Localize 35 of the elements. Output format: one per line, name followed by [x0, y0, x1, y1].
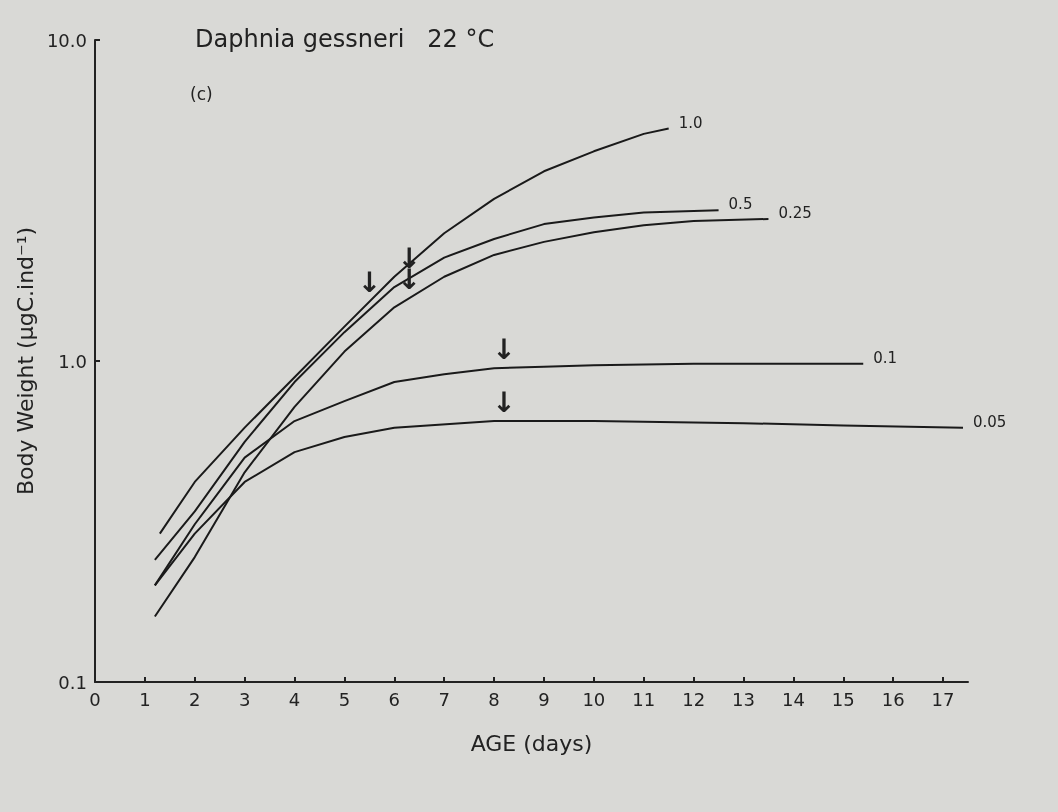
x-tick-label: 1	[139, 688, 151, 710]
x-tick-label: 4	[288, 688, 301, 710]
x-axis-title: AGE (days)	[470, 730, 593, 756]
series-label: 0.25	[778, 203, 812, 222]
y-tick-label: 1.0	[58, 350, 87, 372]
x-tick-label: 3	[238, 688, 251, 710]
x-tick-label: 15	[831, 688, 855, 710]
y-axis-title: Body Weight (μgC.ind⁻¹)	[12, 226, 38, 496]
line-series	[158, 127, 670, 535]
x-tick-label: 13	[732, 688, 755, 710]
series-label: 1.0	[678, 113, 703, 132]
annotation: ↓	[492, 332, 516, 366]
line-series	[153, 209, 720, 561]
annotation: ↓	[357, 266, 382, 300]
chart-title: Daphnia gessneri 22 °C	[195, 25, 495, 53]
x-tick-label: 0	[89, 688, 101, 710]
x-tick-label: 5	[338, 688, 351, 710]
series-label: 0.05	[973, 412, 1007, 431]
x-tick-label: 17	[931, 688, 955, 710]
x-tick-label: 6	[388, 688, 401, 710]
x-tick-label: 2	[189, 688, 201, 710]
x-tick-label: 16	[881, 688, 905, 710]
x-tick-label: 12	[682, 688, 706, 710]
x-tick-label: 10	[582, 688, 606, 710]
x-tick-label: 14	[781, 688, 805, 710]
x-tick-label: 8	[488, 688, 500, 710]
y-tick-label: 10.0	[46, 29, 87, 51]
annotation: ↓	[492, 385, 516, 419]
x-tick-label: 11	[632, 688, 656, 710]
series-label: 0.1	[873, 348, 898, 367]
series-label: 0.5	[728, 195, 753, 214]
x-tick-label: 7	[438, 688, 450, 710]
x-tick-label: 9	[538, 688, 550, 710]
annotation: (c)	[190, 83, 213, 104]
y-tick-label: 0.1	[58, 671, 87, 693]
